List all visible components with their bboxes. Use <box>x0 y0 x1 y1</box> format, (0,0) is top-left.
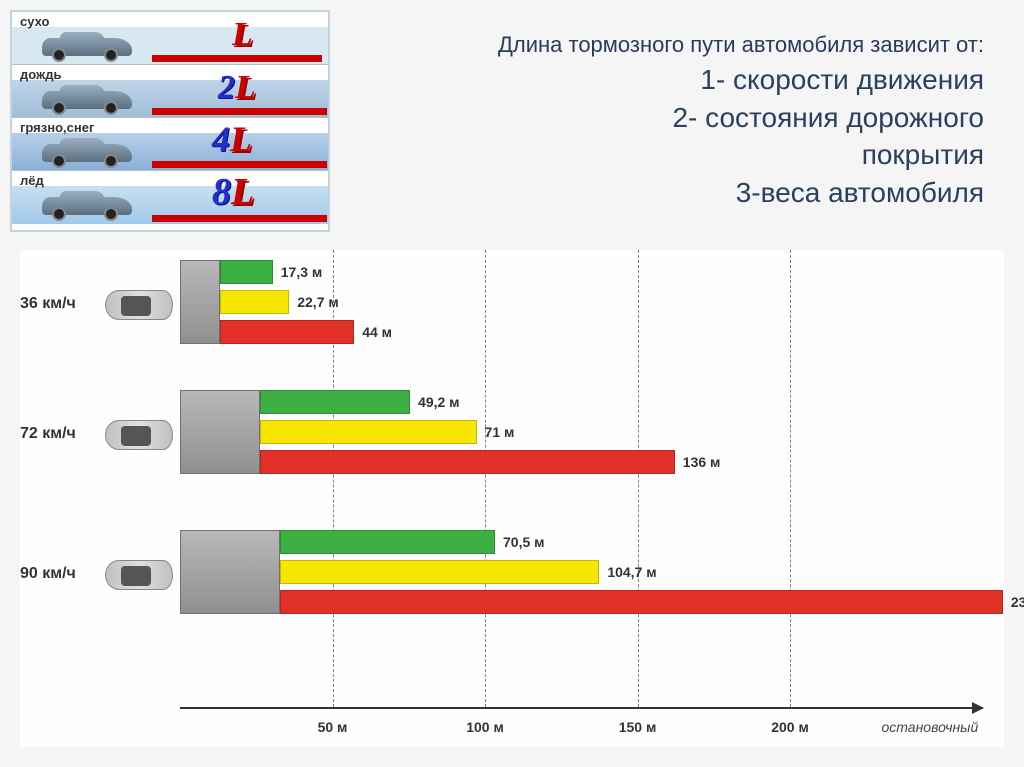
condition-label: сухо <box>20 14 49 29</box>
distance-bar <box>280 560 599 584</box>
bar-value-label: 49,2 м <box>418 394 460 410</box>
condition-label: грязно,снег <box>20 120 94 135</box>
reaction-distance-block <box>180 390 260 474</box>
title-intro: Длина тормозного пути автомобиля зависит… <box>360 30 984 61</box>
distance-bar <box>280 590 1003 614</box>
x-axis <box>180 707 983 709</box>
distance-bar <box>220 320 354 344</box>
distance-bar <box>220 290 289 314</box>
axis-label: остановочный <box>882 719 979 735</box>
distance-bar <box>260 390 410 414</box>
speed-group: 36 км/ч 17,3 м 22,7 м 44 м <box>20 260 1004 350</box>
bar-value-label: 237 м <box>1011 594 1024 610</box>
condition-row: лёд 8L <box>12 171 328 224</box>
car-side-icon <box>42 191 132 219</box>
speed-label: 36 км/ч <box>20 295 100 313</box>
distance-multiplier: L <box>232 16 253 54</box>
car-side-icon <box>42 32 132 60</box>
distance-bar <box>280 530 495 554</box>
condition-row: грязно,снег 4L <box>12 118 328 171</box>
title-line-3: покрытия <box>360 136 984 174</box>
axis-tick-label: 150 м <box>619 719 657 735</box>
brake-distance-line <box>152 215 327 222</box>
speed-group: 90 км/ч70,5 м104,7 м237 м <box>20 530 1004 620</box>
brake-distance-line <box>152 161 327 168</box>
distance-multiplier: 4L <box>212 118 252 160</box>
reaction-distance-block <box>180 530 280 614</box>
axis-tick-label: 50 м <box>318 719 348 735</box>
distance-multiplier: 8L <box>212 170 254 214</box>
condition-row: сухо L <box>12 12 328 65</box>
speed-label: 90 км/ч <box>20 565 100 583</box>
distance-bar <box>220 260 273 284</box>
title-line-2: 2- состояния дорожного <box>360 99 984 137</box>
stopping-distance-chart: 50 м 100 м 150 м 200 м остановочный 36 км/ч 17… <box>20 250 1004 747</box>
condition-label: лёд <box>20 173 44 188</box>
condition-row: дождь 2L <box>12 65 328 118</box>
title-block: Длина тормозного пути автомобиля зависит… <box>330 10 1014 232</box>
car-top-icon <box>105 420 173 450</box>
distance-multiplier: 2L <box>218 69 256 107</box>
bar-value-label: 71 м <box>485 424 515 440</box>
reaction-distance-block <box>180 260 220 344</box>
title-line-4: 3-веса автомобиля <box>360 174 984 212</box>
bar-value-label: 44 м <box>362 324 392 340</box>
brake-distance-line <box>152 55 322 62</box>
speed-label: 72 км/ч <box>20 425 100 443</box>
distance-bar <box>260 420 477 444</box>
axis-tick-label: 200 м <box>771 719 809 735</box>
condition-label: дождь <box>20 67 61 82</box>
speed-group: 72 км/ч 49,2 м 71 м 136 м <box>20 390 1004 480</box>
bar-value-label: 70,5 м <box>503 534 545 550</box>
bar-value-label: 104,7 м <box>607 564 656 580</box>
title-line-1: 1- скорости движения <box>360 61 984 99</box>
distance-bar <box>260 450 675 474</box>
axis-tick-label: 100 м <box>466 719 504 735</box>
car-top-icon <box>105 290 173 320</box>
car-side-icon <box>42 138 132 166</box>
brake-distance-line <box>152 108 327 115</box>
bar-value-label: 17,3 м <box>281 264 323 280</box>
bar-value-label: 22,7 м <box>297 294 339 310</box>
car-top-icon <box>105 560 173 590</box>
conditions-panel: сухо Lдождь 2L грязно,снег 4L лёд 8L <box>10 10 330 232</box>
bar-value-label: 136 м <box>683 454 721 470</box>
top-section: сухо Lдождь 2L грязно,снег 4L лёд 8L Длина тор… <box>0 0 1024 242</box>
car-side-icon <box>42 85 132 113</box>
